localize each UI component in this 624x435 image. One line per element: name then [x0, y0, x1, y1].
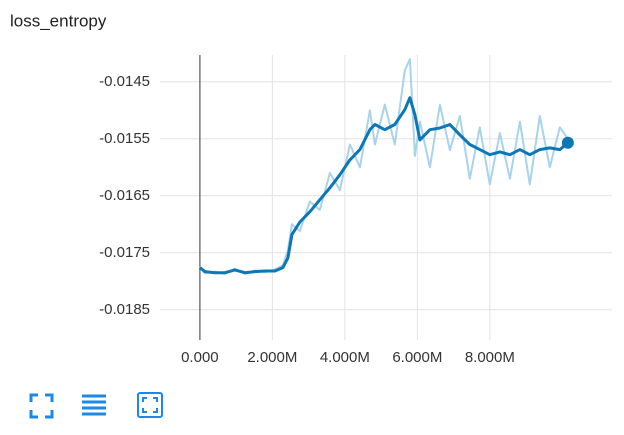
- x-tick-label: 8.000M: [465, 349, 515, 366]
- x-tick-label: 2.000M: [247, 349, 297, 366]
- x-tick-label: 4.000M: [320, 349, 370, 366]
- y-tick-label: -0.0165: [99, 187, 150, 204]
- fit-domain-button[interactable]: [137, 392, 163, 418]
- raw-line: [199, 58, 569, 275]
- y-tick-label: -0.0155: [99, 130, 150, 147]
- y-tick-label: -0.0185: [99, 301, 150, 318]
- chart-title: loss_entropy: [10, 11, 107, 30]
- y-tick-label: -0.0175: [99, 244, 150, 261]
- data-table-button[interactable]: [82, 394, 106, 416]
- fullscreen-button[interactable]: [29, 393, 54, 419]
- plot-area: -0.0145 -0.0155 -0.0165 -0.0175 -0.0185 0.000…: [99, 55, 612, 366]
- y-tick-label: -0.0145: [99, 73, 150, 90]
- toolbar: [29, 392, 163, 419]
- end-point: [561, 136, 574, 149]
- x-tick-label: 6.000M: [392, 349, 442, 366]
- x-tick-label: 0.000: [181, 349, 219, 366]
- smoothed-line: [198, 96, 569, 275]
